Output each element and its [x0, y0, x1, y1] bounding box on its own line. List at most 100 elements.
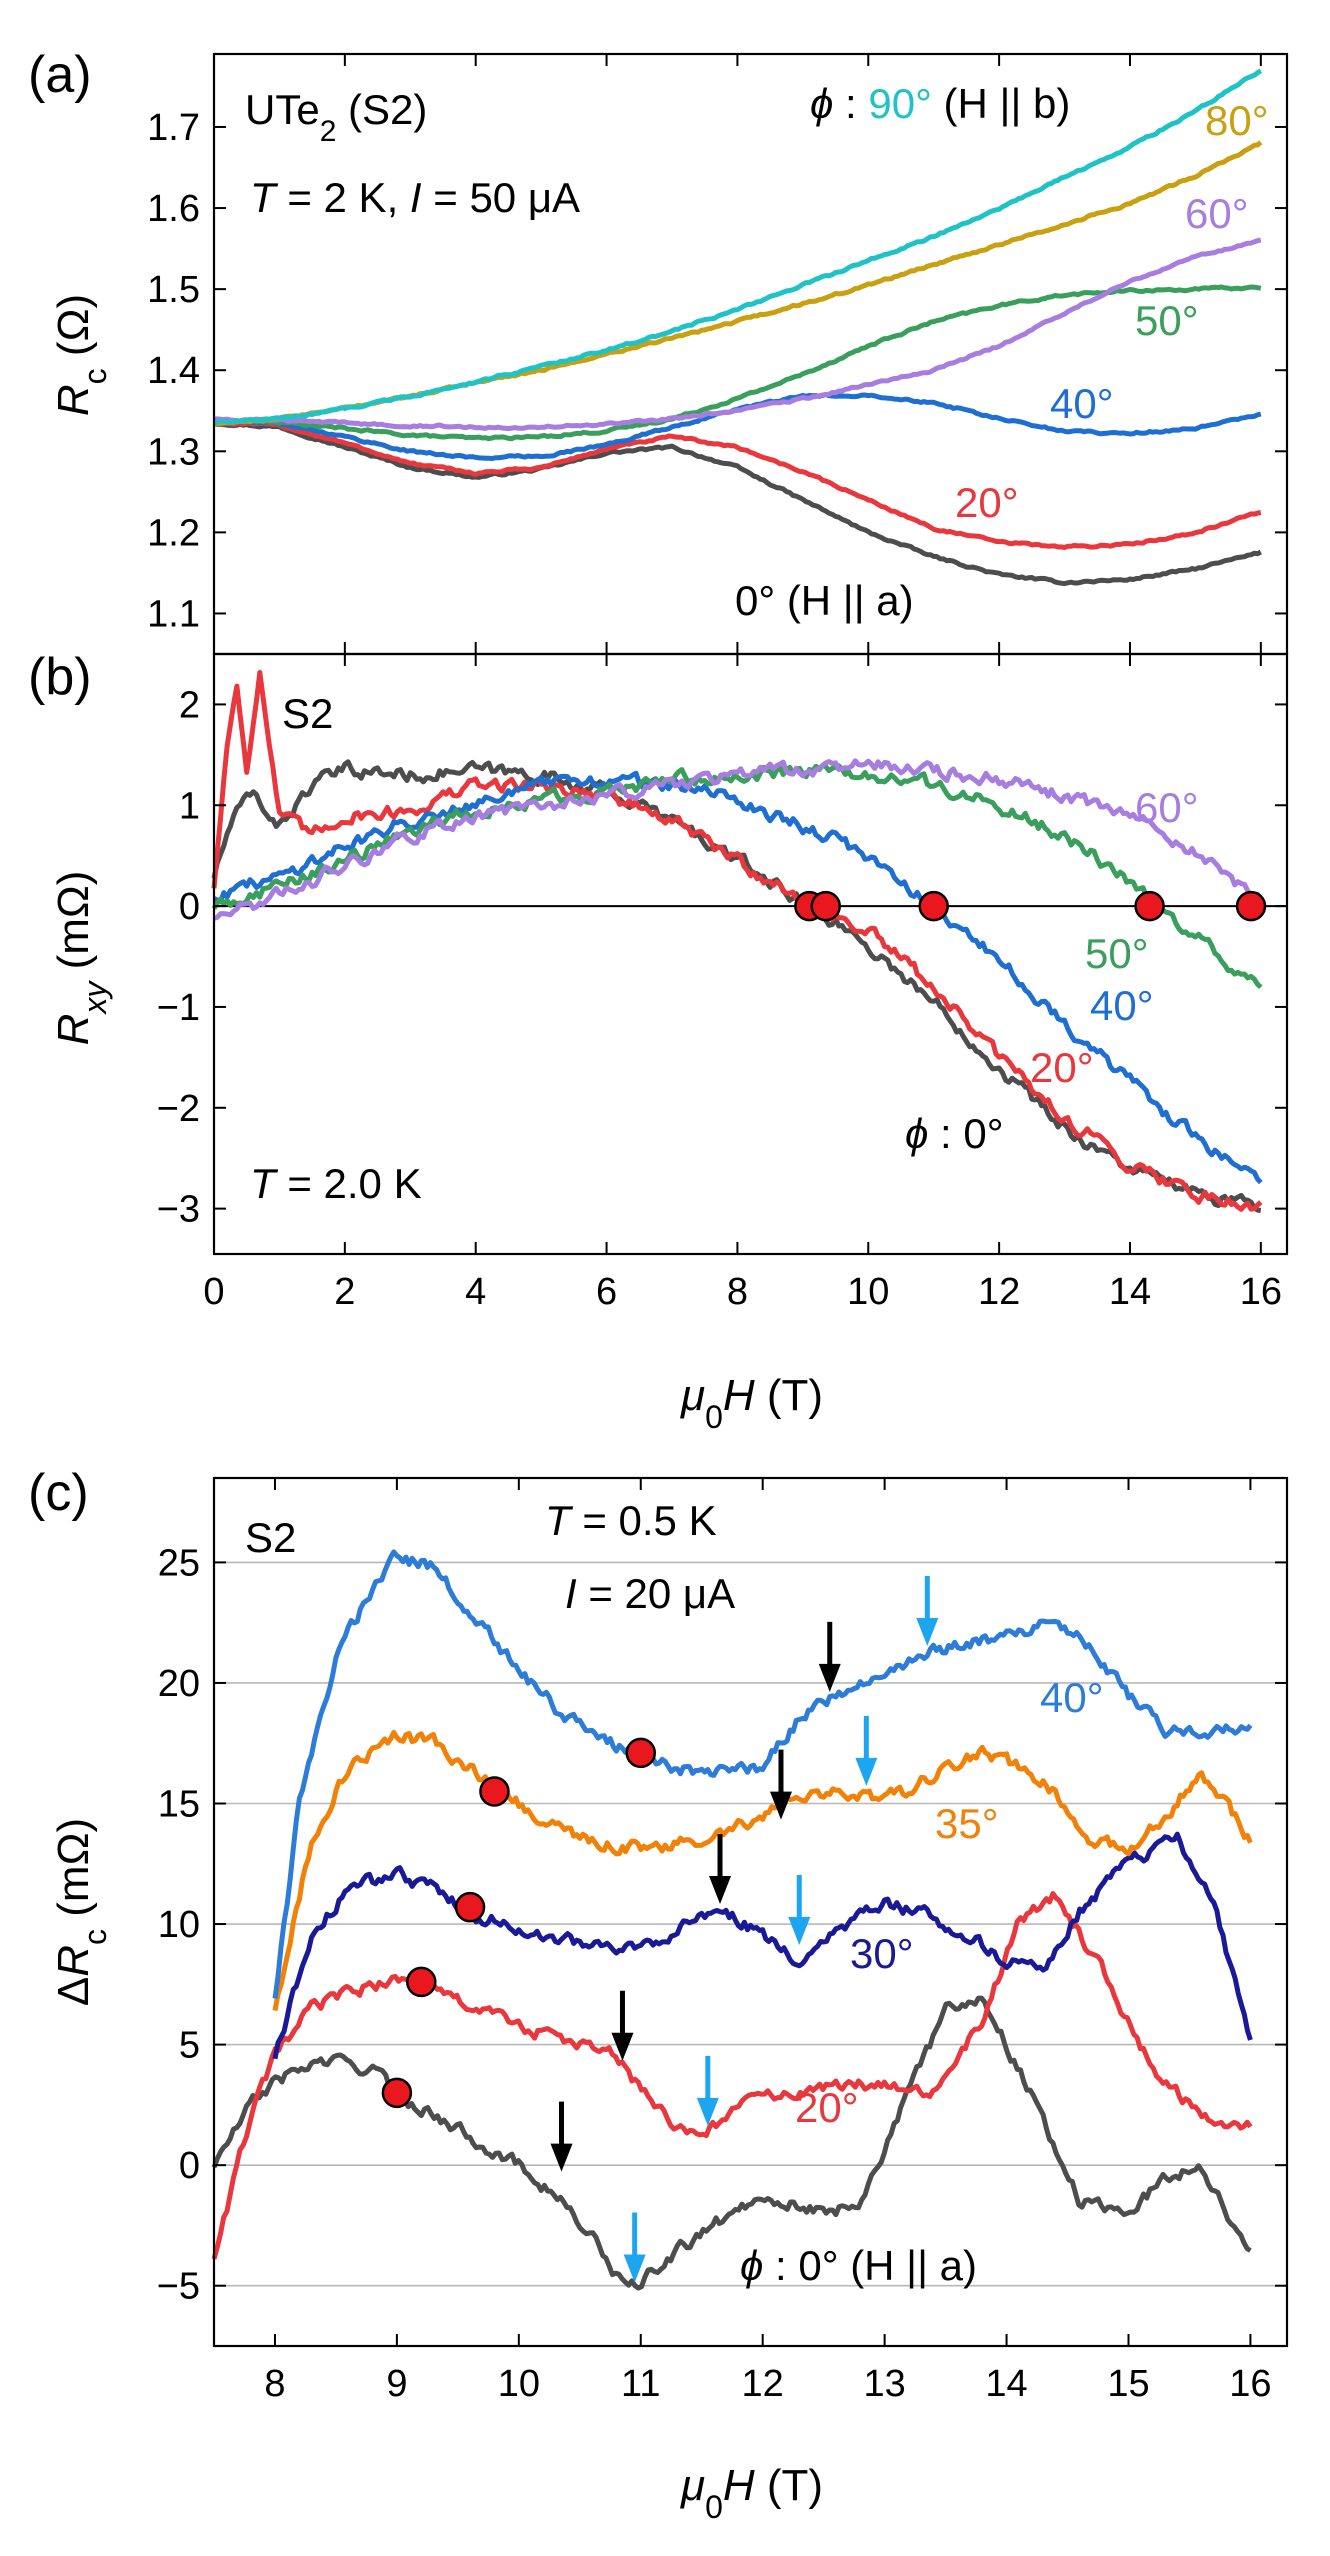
blue-arrow-0	[623, 2212, 646, 2283]
panel-c-xlabel: μ0H (T)	[680, 2461, 823, 2525]
ytick-label-b-0: −3	[157, 1189, 200, 1231]
panel-a-ylabel: Rc (Ω)	[49, 294, 113, 416]
panel-a-label: (a)	[28, 46, 92, 104]
series-line-c-40deg	[272, 1549, 1253, 1999]
xtick-label-c-4: 12	[742, 2363, 784, 2405]
ytick-label-a-3: 1.4	[147, 350, 200, 392]
ytick-label-c-6: 25	[158, 1542, 200, 1584]
blue-arrow-2	[788, 1874, 811, 1945]
ytick-label-b-5: 2	[179, 684, 200, 726]
series-line-c-35deg	[272, 1729, 1253, 2011]
series-line-b-0deg	[211, 759, 1262, 1213]
panel-a-label-50: 50°	[1135, 297, 1199, 344]
marker-c-3	[479, 1776, 510, 1807]
xtick-label-b-8: 16	[1240, 1271, 1282, 1313]
panel-b-label: (b)	[28, 648, 92, 706]
panel-a-label-60: 60°	[1185, 190, 1249, 237]
xtick-label-c-1: 9	[386, 2363, 407, 2405]
panel-a-label-80: 80°	[1205, 97, 1269, 144]
panel-a-sample: UTe2 (S2)	[245, 86, 427, 148]
panel-c-label-0: ϕ : 0° (H || a)	[740, 2242, 977, 2289]
ytick-label-a-6: 1.7	[147, 107, 200, 149]
panel-c-label-30: 30°	[850, 1930, 914, 1977]
xtick-label-b-1: 2	[334, 1271, 355, 1313]
xtick-label-c-6: 14	[985, 2363, 1027, 2405]
panel-c-label-35: 35°	[935, 1800, 999, 1847]
xtick-label-b-0: 0	[203, 1271, 224, 1313]
black-arrow-0	[550, 2101, 573, 2172]
xtick-label-c-8: 16	[1229, 2363, 1271, 2405]
panel-b-label-20: 20°	[1030, 1044, 1094, 1091]
marker-c-2	[454, 1891, 486, 1923]
xtick-label-c-3: 11	[621, 2363, 660, 2405]
panel-c-axes	[212, 1476, 1289, 2348]
series-line-a-90deg	[213, 68, 1263, 426]
series-line-b-20deg	[211, 670, 1263, 1212]
panel-c-label-20: 20°	[795, 2084, 859, 2131]
panel-c-ylabel: ΔRc (mΩ)	[49, 1818, 113, 2006]
blue-arrow-3	[855, 1715, 878, 1786]
ytick-label-c-2: 5	[179, 2025, 200, 2067]
xtick-label-b-4: 8	[727, 1271, 748, 1313]
blue-arrow-4	[916, 1576, 939, 1647]
xtick-label-b-7: 14	[1109, 1271, 1151, 1313]
panel-b-xlabel: μ0H (T)	[680, 1371, 823, 1435]
ytick-label-c-0: −5	[157, 2266, 200, 2308]
panel-c-cond-I: I = 20 μA	[565, 1570, 735, 1617]
black-arrow-4	[818, 1621, 841, 1692]
marker-b-4	[1235, 890, 1267, 922]
series-line-b-60deg	[213, 758, 1264, 921]
marker-c-1	[406, 1966, 437, 1998]
ytick-label-a-4: 1.5	[147, 269, 200, 311]
marker-b-1	[810, 890, 841, 922]
panel-a-axes	[212, 52, 1289, 656]
ytick-label-c-4: 15	[158, 1784, 200, 1826]
xtick-label-b-6: 12	[978, 1271, 1020, 1313]
black-arrow-2	[709, 1834, 732, 1904]
panel-b-label-50: 50°	[1085, 930, 1149, 977]
xtick-label-b-2: 4	[465, 1271, 486, 1313]
series-line-a-60deg	[213, 237, 1262, 432]
panel-c-sample: S2	[245, 1514, 296, 1561]
marker-b-3	[1134, 890, 1165, 922]
black-arrow-3	[769, 1749, 792, 1820]
xtick-label-c-5: 13	[863, 2363, 905, 2405]
ytick-label-a-5: 1.6	[147, 188, 200, 230]
xtick-label-b-5: 10	[847, 1271, 889, 1313]
panel-b-ylabel: Rxy (mΩ)	[49, 871, 113, 1046]
series-line-a-50deg	[213, 284, 1262, 442]
ytick-label-a-1: 1.2	[147, 512, 200, 554]
series-line-a-20deg	[213, 420, 1262, 550]
series-line-c-30deg	[272, 1831, 1253, 2060]
panel-a-phi-label: ϕ : 90° (H || b)	[810, 80, 1070, 127]
ytick-label-b-2: −1	[157, 987, 200, 1029]
series-line-c-0deg	[211, 1995, 1252, 2291]
panel-b-sample: S2	[282, 690, 333, 737]
black-arrow-1	[611, 1990, 634, 2061]
panel-b-label-40: 40°	[1090, 982, 1154, 1029]
panel-a-label-40: 40°	[1050, 380, 1114, 427]
series-line-b-40deg	[212, 770, 1263, 1185]
panel-c: (c) 8 9 10 11 12 13 14 15 16 −5 0 5 10 15 20 25 ΔRc (mΩ…	[28, 1464, 1289, 2525]
xtick-label-c-0: 8	[264, 2363, 285, 2405]
ytick-label-b-3: 0	[179, 886, 200, 928]
panel-c-label-40: 40°	[1040, 1674, 1104, 1721]
panel-a: (a) 1.1 1.2 1.3 1.4 1.5 1.6 1.7 Rc (Ω) UTe2 (S…	[28, 46, 1289, 656]
series-line-a-0deg	[213, 420, 1262, 587]
xtick-label-c-2: 10	[498, 2363, 540, 2405]
xtick-label-b-3: 6	[596, 1271, 617, 1313]
series-line-c-20deg	[211, 1891, 1253, 2260]
panel-c-label: (c)	[28, 1464, 89, 1522]
panel-b-axes	[212, 652, 1289, 1256]
ytick-label-c-3: 10	[158, 1904, 200, 1946]
blue-arrow-1	[696, 2055, 719, 2126]
panel-b-label-60: 60°	[1135, 784, 1199, 831]
panel-a-label-20: 20°	[955, 479, 1019, 526]
panel-a-label-0: 0° (H || a)	[735, 577, 914, 624]
xtick-label-c-7: 15	[1107, 2363, 1149, 2405]
ytick-label-c-5: 20	[158, 1663, 200, 1705]
ytick-label-b-1: −2	[157, 1088, 200, 1130]
ytick-label-a-0: 1.1	[147, 593, 200, 635]
